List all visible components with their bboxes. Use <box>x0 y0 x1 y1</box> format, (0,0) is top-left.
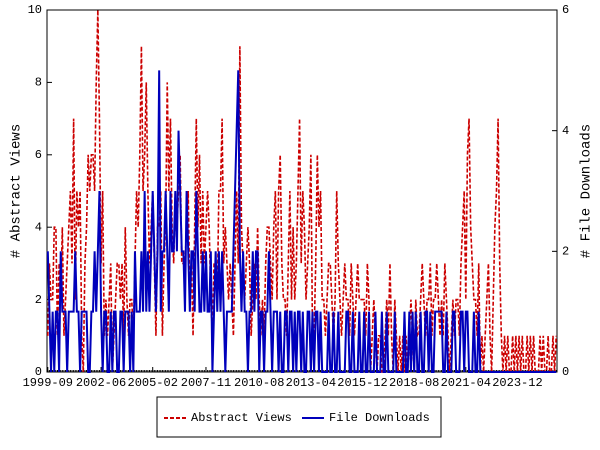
x-tick-label: 2013-04 <box>286 376 336 390</box>
x-tick-label: 2005-02 <box>128 376 178 390</box>
legend-box <box>156 396 442 438</box>
series-line <box>46 70 557 373</box>
x-tick-label: 2007-11 <box>181 376 231 390</box>
x-tick-label: 2018-08 <box>389 376 439 390</box>
x-tick-label: 2010-08 <box>234 376 284 390</box>
y-tick-label: 2 <box>35 293 42 307</box>
y2-axis-title: # File Downloads <box>579 124 595 258</box>
x-tick-label: 2002-06 <box>76 376 126 390</box>
y2-tick-label: 2 <box>562 245 569 259</box>
y2-tick-label: 4 <box>562 124 569 138</box>
x-tick-label: 2023-12 <box>492 376 542 390</box>
x-tick-label: 2015-12 <box>337 376 387 390</box>
y-tick-label: 10 <box>28 3 42 17</box>
y2-tick-label: 0 <box>562 365 569 379</box>
x-tick-label: 2021-04 <box>441 376 491 390</box>
legend-label: File Downloads <box>329 411 430 425</box>
y-tick-label: 4 <box>35 220 42 234</box>
y-tick-label: 8 <box>35 76 42 90</box>
y-tick-label: 6 <box>35 148 42 162</box>
y2-tick-label: 6 <box>562 3 569 17</box>
x-tick-label: 1999-09 <box>23 376 73 390</box>
legend-label: Abstract Views <box>191 411 292 425</box>
y-axis-title: # Abstract Views <box>9 124 25 258</box>
y-tick-label: 0 <box>35 365 42 379</box>
